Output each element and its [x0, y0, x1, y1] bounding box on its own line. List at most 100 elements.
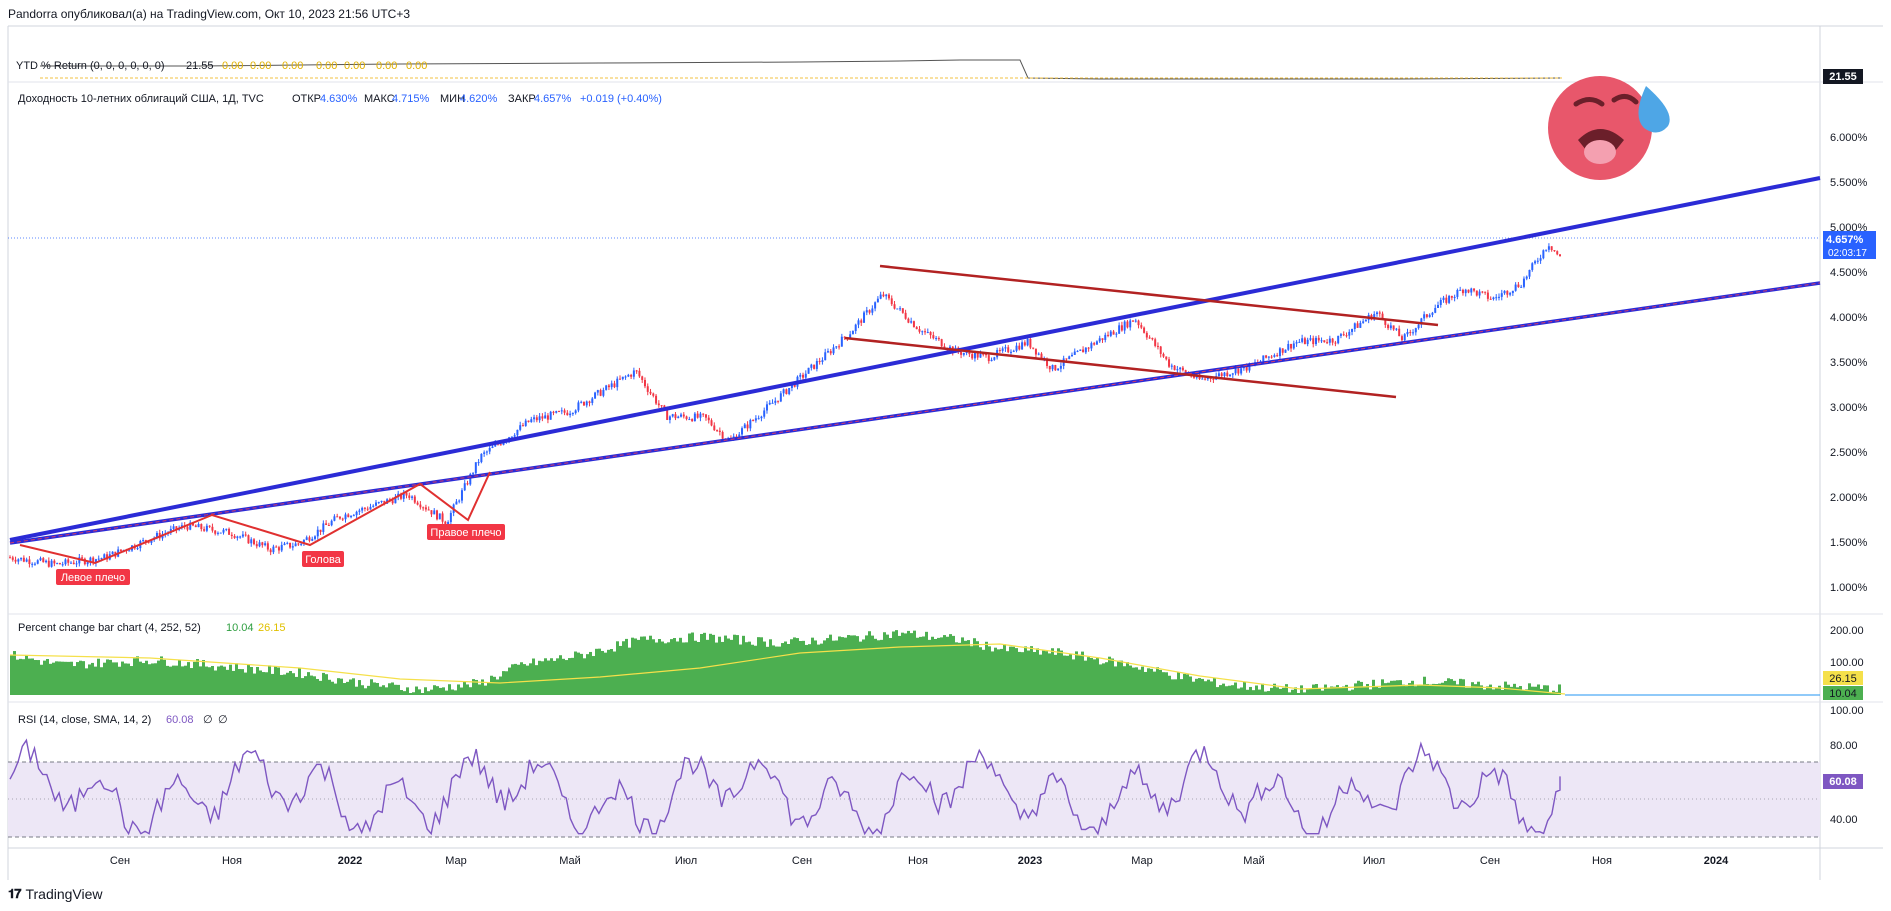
legend-low: 4.620% [460, 93, 498, 105]
candle-body [1131, 320, 1134, 322]
candle-body [200, 524, 203, 530]
candle-body [768, 402, 771, 405]
pcb-bar [1255, 685, 1258, 695]
candle-body [1079, 349, 1082, 351]
candle-body [147, 541, 150, 543]
candle-body [1436, 304, 1439, 308]
candle-body [616, 378, 619, 388]
candle-body [882, 294, 885, 297]
candle-body [1087, 347, 1090, 349]
candle-body [782, 389, 785, 394]
candle-body [649, 391, 652, 394]
pcb-bar [100, 667, 103, 695]
pcb-bar [289, 671, 292, 695]
pcb-bar [307, 672, 310, 695]
candle-body [1029, 338, 1032, 348]
candle-body [929, 332, 932, 336]
candle-body [427, 509, 430, 511]
footer-brand-text: TradingView [25, 886, 103, 902]
pcb-bar [1123, 666, 1126, 695]
pcb-bar [1528, 683, 1531, 695]
pcb-bar [1264, 691, 1267, 695]
pcb-bar [856, 636, 859, 695]
pcb-bar [1279, 688, 1282, 695]
pcb-bar [358, 680, 361, 695]
candle-body [1522, 278, 1525, 287]
candle-body [1068, 356, 1071, 360]
candle-body [918, 329, 921, 332]
pcb-bar [1111, 658, 1114, 695]
pcb-bar [547, 660, 550, 695]
pcb-bar [1426, 683, 1429, 695]
pcb-bar [1438, 683, 1441, 695]
candle-body [405, 492, 408, 496]
candle-body [319, 529, 322, 532]
lower-trendline-overlay [9, 282, 1821, 544]
candle-body [1536, 260, 1539, 262]
pcb-bar [1159, 669, 1162, 695]
candle-body [128, 550, 131, 552]
pcb-bar [793, 637, 796, 695]
pcb-bar [256, 666, 259, 695]
pcb-bar [415, 686, 418, 695]
candle-body [103, 554, 106, 559]
candle-body [660, 405, 663, 407]
candle-body [874, 302, 877, 309]
candle-body [305, 537, 308, 540]
x-tick-3: 2022 [338, 855, 362, 867]
candle-body [1453, 296, 1456, 298]
candle-body [322, 523, 325, 532]
pcb-bar [961, 637, 964, 695]
pcb-bar [1231, 685, 1234, 695]
candle-body [1234, 368, 1237, 374]
candle-body [1112, 331, 1115, 335]
pcb-bar [595, 648, 598, 695]
pcb-bar [988, 646, 991, 695]
candle-body [92, 557, 95, 564]
pcb-bar [952, 635, 955, 695]
candle-body [1137, 320, 1140, 326]
candle-body [1281, 348, 1284, 353]
candle-body [1348, 331, 1351, 336]
candle-body [838, 346, 841, 348]
candle-body [494, 443, 497, 447]
candle-body [1345, 335, 1348, 337]
candle-body [485, 451, 488, 453]
candle-body [1528, 269, 1531, 277]
candle-body [785, 389, 788, 395]
candle-body [849, 334, 852, 339]
candle-body [549, 411, 552, 420]
candle-body [205, 525, 208, 531]
rsi-extra-1: ∅ [203, 714, 213, 726]
candle-body [1098, 338, 1101, 342]
candle-body [391, 500, 394, 504]
pcb-bar [190, 668, 193, 695]
candle-body [1550, 246, 1553, 251]
pcb-bar [904, 633, 907, 695]
footer-brand[interactable]: 𝟏𝟕 TradingView [8, 886, 103, 902]
candle-body [1226, 372, 1229, 376]
pcb-bar [472, 679, 475, 695]
candle-body [111, 551, 114, 555]
candle-body [1032, 347, 1035, 349]
candle-body [960, 351, 963, 355]
candle-body [619, 378, 622, 380]
pcb-ma-line [9, 643, 1566, 695]
pcb-bar [1240, 687, 1243, 695]
candle-body [1143, 327, 1146, 333]
x-tick-2: Ноя [222, 855, 242, 867]
candle-body [899, 308, 902, 310]
candle-body [763, 410, 766, 417]
pcb-bar [895, 630, 898, 695]
pcb-bar [955, 642, 958, 695]
pcb-bar [1189, 676, 1192, 695]
pcb-bar [1378, 687, 1381, 695]
candle-body [896, 308, 899, 310]
candle-body [383, 500, 386, 504]
pcb-bar [523, 664, 526, 695]
candle-body [793, 383, 796, 387]
pcb-bar [1363, 686, 1366, 695]
pcb-bar [199, 666, 202, 695]
pcb-bar [382, 685, 385, 695]
